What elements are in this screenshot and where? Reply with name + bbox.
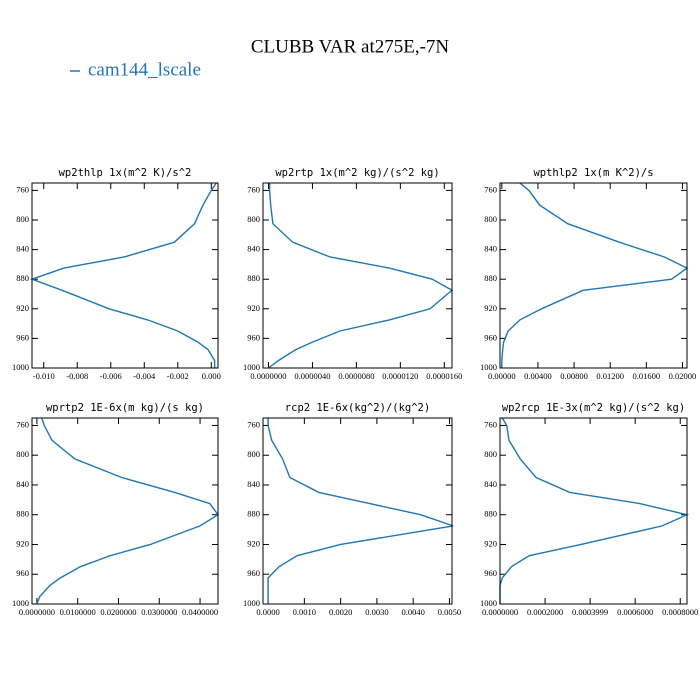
x-tick-label: 0.0010 [293, 607, 316, 617]
y-tick-label: 1000 [480, 598, 497, 608]
x-tick-label: 0.0002000 [527, 607, 563, 617]
y-tick-label: 960 [484, 568, 497, 578]
y-tick-label: 880 [247, 509, 260, 519]
y-tick-label: 920 [247, 538, 260, 548]
profile-line [501, 182, 689, 368]
y-tick-label: 920 [484, 303, 497, 313]
y-tick-label: 760 [247, 184, 260, 194]
y-tick-label: 840 [484, 479, 497, 489]
x-tick-label: -0.002 [167, 371, 189, 381]
y-tick-label: 920 [247, 303, 260, 313]
y-tick-label: 880 [484, 273, 497, 283]
x-tick-label: 0.0000080 [338, 371, 374, 381]
x-tick-label: -0.004 [133, 371, 156, 381]
x-tick-label: 0.0000000 [250, 371, 286, 381]
profile-line [36, 417, 220, 605]
x-tick-label: 0.0200000 [100, 607, 136, 617]
y-tick-label: 1000 [12, 362, 29, 372]
panel-title: wp2rcp 1E-3x(m^2 kg)/(s^2 kg) [502, 402, 685, 414]
y-tick-label: 920 [16, 538, 29, 548]
y-tick-label: 1000 [243, 598, 260, 608]
y-tick-label: 960 [247, 568, 260, 578]
x-tick-label: 0.0008000 [662, 607, 698, 617]
x-tick-label: 0.00000 [488, 371, 516, 381]
x-tick-label: 0.0000000 [19, 607, 55, 617]
y-tick-label: 760 [16, 184, 29, 194]
x-tick-label: 0.0300000 [141, 607, 177, 617]
x-tick-label: 0.0000120 [382, 371, 418, 381]
y-tick-label: 840 [484, 244, 497, 254]
x-tick-label: 0.0020 [329, 607, 352, 617]
x-tick-label: 0.0000160 [426, 371, 462, 381]
plot-frame [499, 417, 688, 605]
profile-line [268, 183, 454, 369]
y-tick-label: 920 [484, 538, 497, 548]
plot-frame [31, 182, 219, 369]
x-tick-label: 0.0030 [365, 607, 388, 617]
y-tick-label: 960 [484, 332, 497, 342]
y-tick-label: 760 [484, 184, 497, 194]
plot-frame [31, 417, 219, 605]
panel-title: rcp2 1E-6x(kg^2)/(kg^2) [285, 402, 430, 414]
y-tick-label: 760 [247, 419, 260, 429]
x-tick-label: 0.0000000 [482, 607, 518, 617]
x-tick-label: 0.0100000 [60, 607, 96, 617]
x-tick-label: 0.0050 [438, 607, 461, 617]
y-tick-label: 960 [247, 332, 260, 342]
y-tick-label: 1000 [480, 362, 497, 372]
y-tick-label: 880 [247, 273, 260, 283]
y-tick-label: 800 [484, 449, 497, 459]
x-tick-label: 0.0003999 [572, 607, 608, 617]
y-tick-label: 800 [16, 214, 29, 224]
x-tick-label: 0.0040 [401, 607, 424, 617]
y-tick-label: 760 [16, 419, 29, 429]
profile-line [29, 182, 217, 368]
legend-label: cam144_lscale [88, 59, 201, 80]
y-tick-label: 840 [247, 244, 260, 254]
y-tick-label: 920 [16, 303, 29, 313]
y-tick-label: 880 [16, 509, 29, 519]
y-tick-label: 960 [16, 332, 29, 342]
x-tick-label: 0.0400000 [182, 607, 218, 617]
y-tick-label: 800 [247, 449, 260, 459]
y-tick-label: 1000 [12, 598, 29, 608]
figure-title: CLUBB VAR at275E,-7N [251, 36, 450, 57]
x-tick-label: 0.0006000 [617, 607, 653, 617]
x-tick-label: 0.01200 [596, 371, 624, 381]
y-tick-label: 880 [484, 509, 497, 519]
y-tick-label: 880 [16, 273, 29, 283]
x-tick-label: 0.0000 [256, 607, 279, 617]
plot-frame [262, 182, 453, 369]
x-tick-label: -0.008 [66, 371, 88, 381]
y-tick-label: 840 [16, 244, 29, 254]
y-tick-label: 800 [484, 214, 497, 224]
y-tick-label: 800 [247, 214, 260, 224]
y-tick-label: 760 [484, 419, 497, 429]
panel-title: wp2rtp 1x(m^2 kg)/(s^2 kg) [275, 167, 439, 179]
y-tick-label: 840 [247, 479, 260, 489]
x-tick-label: -0.010 [33, 371, 55, 381]
panel-title: wpthlp2 1x(m K^2)/s [533, 167, 653, 179]
x-tick-label: -0.006 [100, 371, 122, 381]
x-tick-label: 0.0000040 [294, 371, 330, 381]
x-tick-label: 0.00400 [524, 371, 552, 381]
plot-frame [262, 417, 453, 605]
x-tick-label: 0.00800 [560, 371, 588, 381]
y-tick-label: 840 [16, 479, 29, 489]
y-tick-label: 1000 [243, 362, 260, 372]
profile-line [267, 418, 454, 604]
y-tick-label: 800 [16, 449, 29, 459]
x-tick-label: 0.000 [202, 371, 221, 381]
profile-line [499, 417, 690, 604]
x-tick-label: 0.02000 [669, 371, 697, 381]
plot-frame [499, 182, 688, 369]
panel-title: wp2thlp 1x(m^2 K)/s^2 [59, 167, 192, 179]
panel-title: wprtp2 1E-6x(m kg)/(s kg) [46, 402, 204, 414]
x-tick-label: 0.01600 [633, 371, 661, 381]
y-tick-label: 960 [16, 568, 29, 578]
